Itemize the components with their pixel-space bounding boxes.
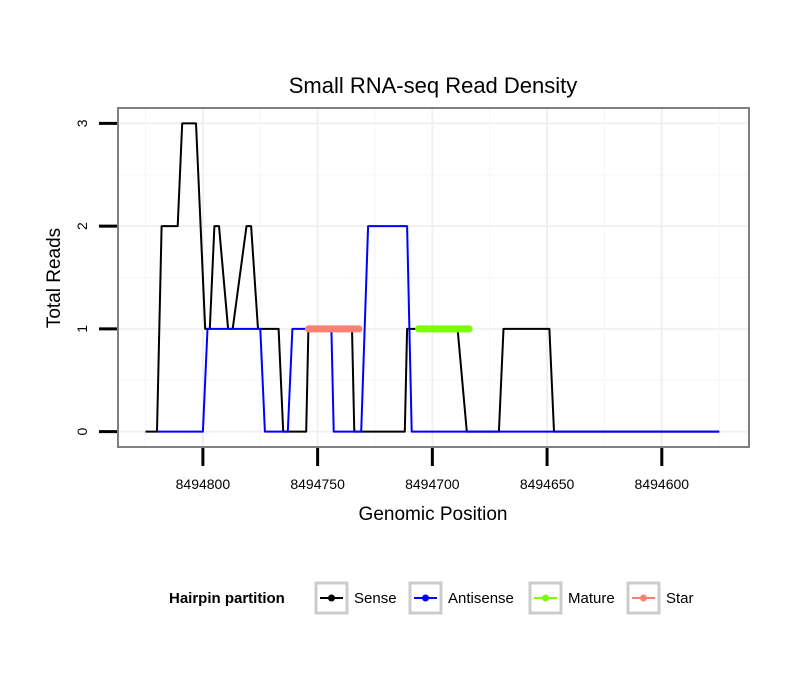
series-line-antisense [157,225,720,433]
x-axis-title: Genomic Position [359,504,508,525]
legend-item-star: Star [626,581,694,615]
legend-label: Star [666,590,694,607]
y-tick-label: 0 [74,427,90,435]
legend-label: Sense [354,590,397,607]
x-tick-label: 8494750 [290,476,345,492]
panel-border [117,107,750,448]
y-axis: 0 1 2 3 [74,119,117,435]
legend-key-point [422,594,429,602]
x-tick-label: 8494650 [520,476,575,492]
x-axis: 8494800 8494750 8494700 8494650 8494600 [176,448,690,492]
x-tick-label: 8494800 [176,476,231,492]
x-tick-label: 8494700 [405,476,460,492]
legend: Hairpin partition Sense Antisense Mature St… [169,581,694,615]
legend-label: Antisense [448,590,514,607]
legend-key-point [640,594,647,602]
y-tick-label: 1 [74,325,90,333]
legend-item-antisense: Antisense [408,581,514,615]
y-axis-title: Total Reads [44,228,65,328]
legend-title: Hairpin partition [169,590,285,607]
series-layer [145,122,720,433]
legend-label: Mature [568,590,615,607]
plot-panel [117,107,750,448]
legend-item-mature: Mature [528,581,615,615]
legend-key-point [542,594,549,602]
series-line-sense [145,122,720,433]
x-tick-label: 8494600 [635,476,690,492]
legend-key-point [328,594,335,602]
legend-item-sense: Sense [314,581,397,615]
y-tick-label: 2 [74,222,90,230]
chart-title: Small RNA-seq Read Density [289,73,578,98]
y-tick-label: 3 [74,119,90,127]
